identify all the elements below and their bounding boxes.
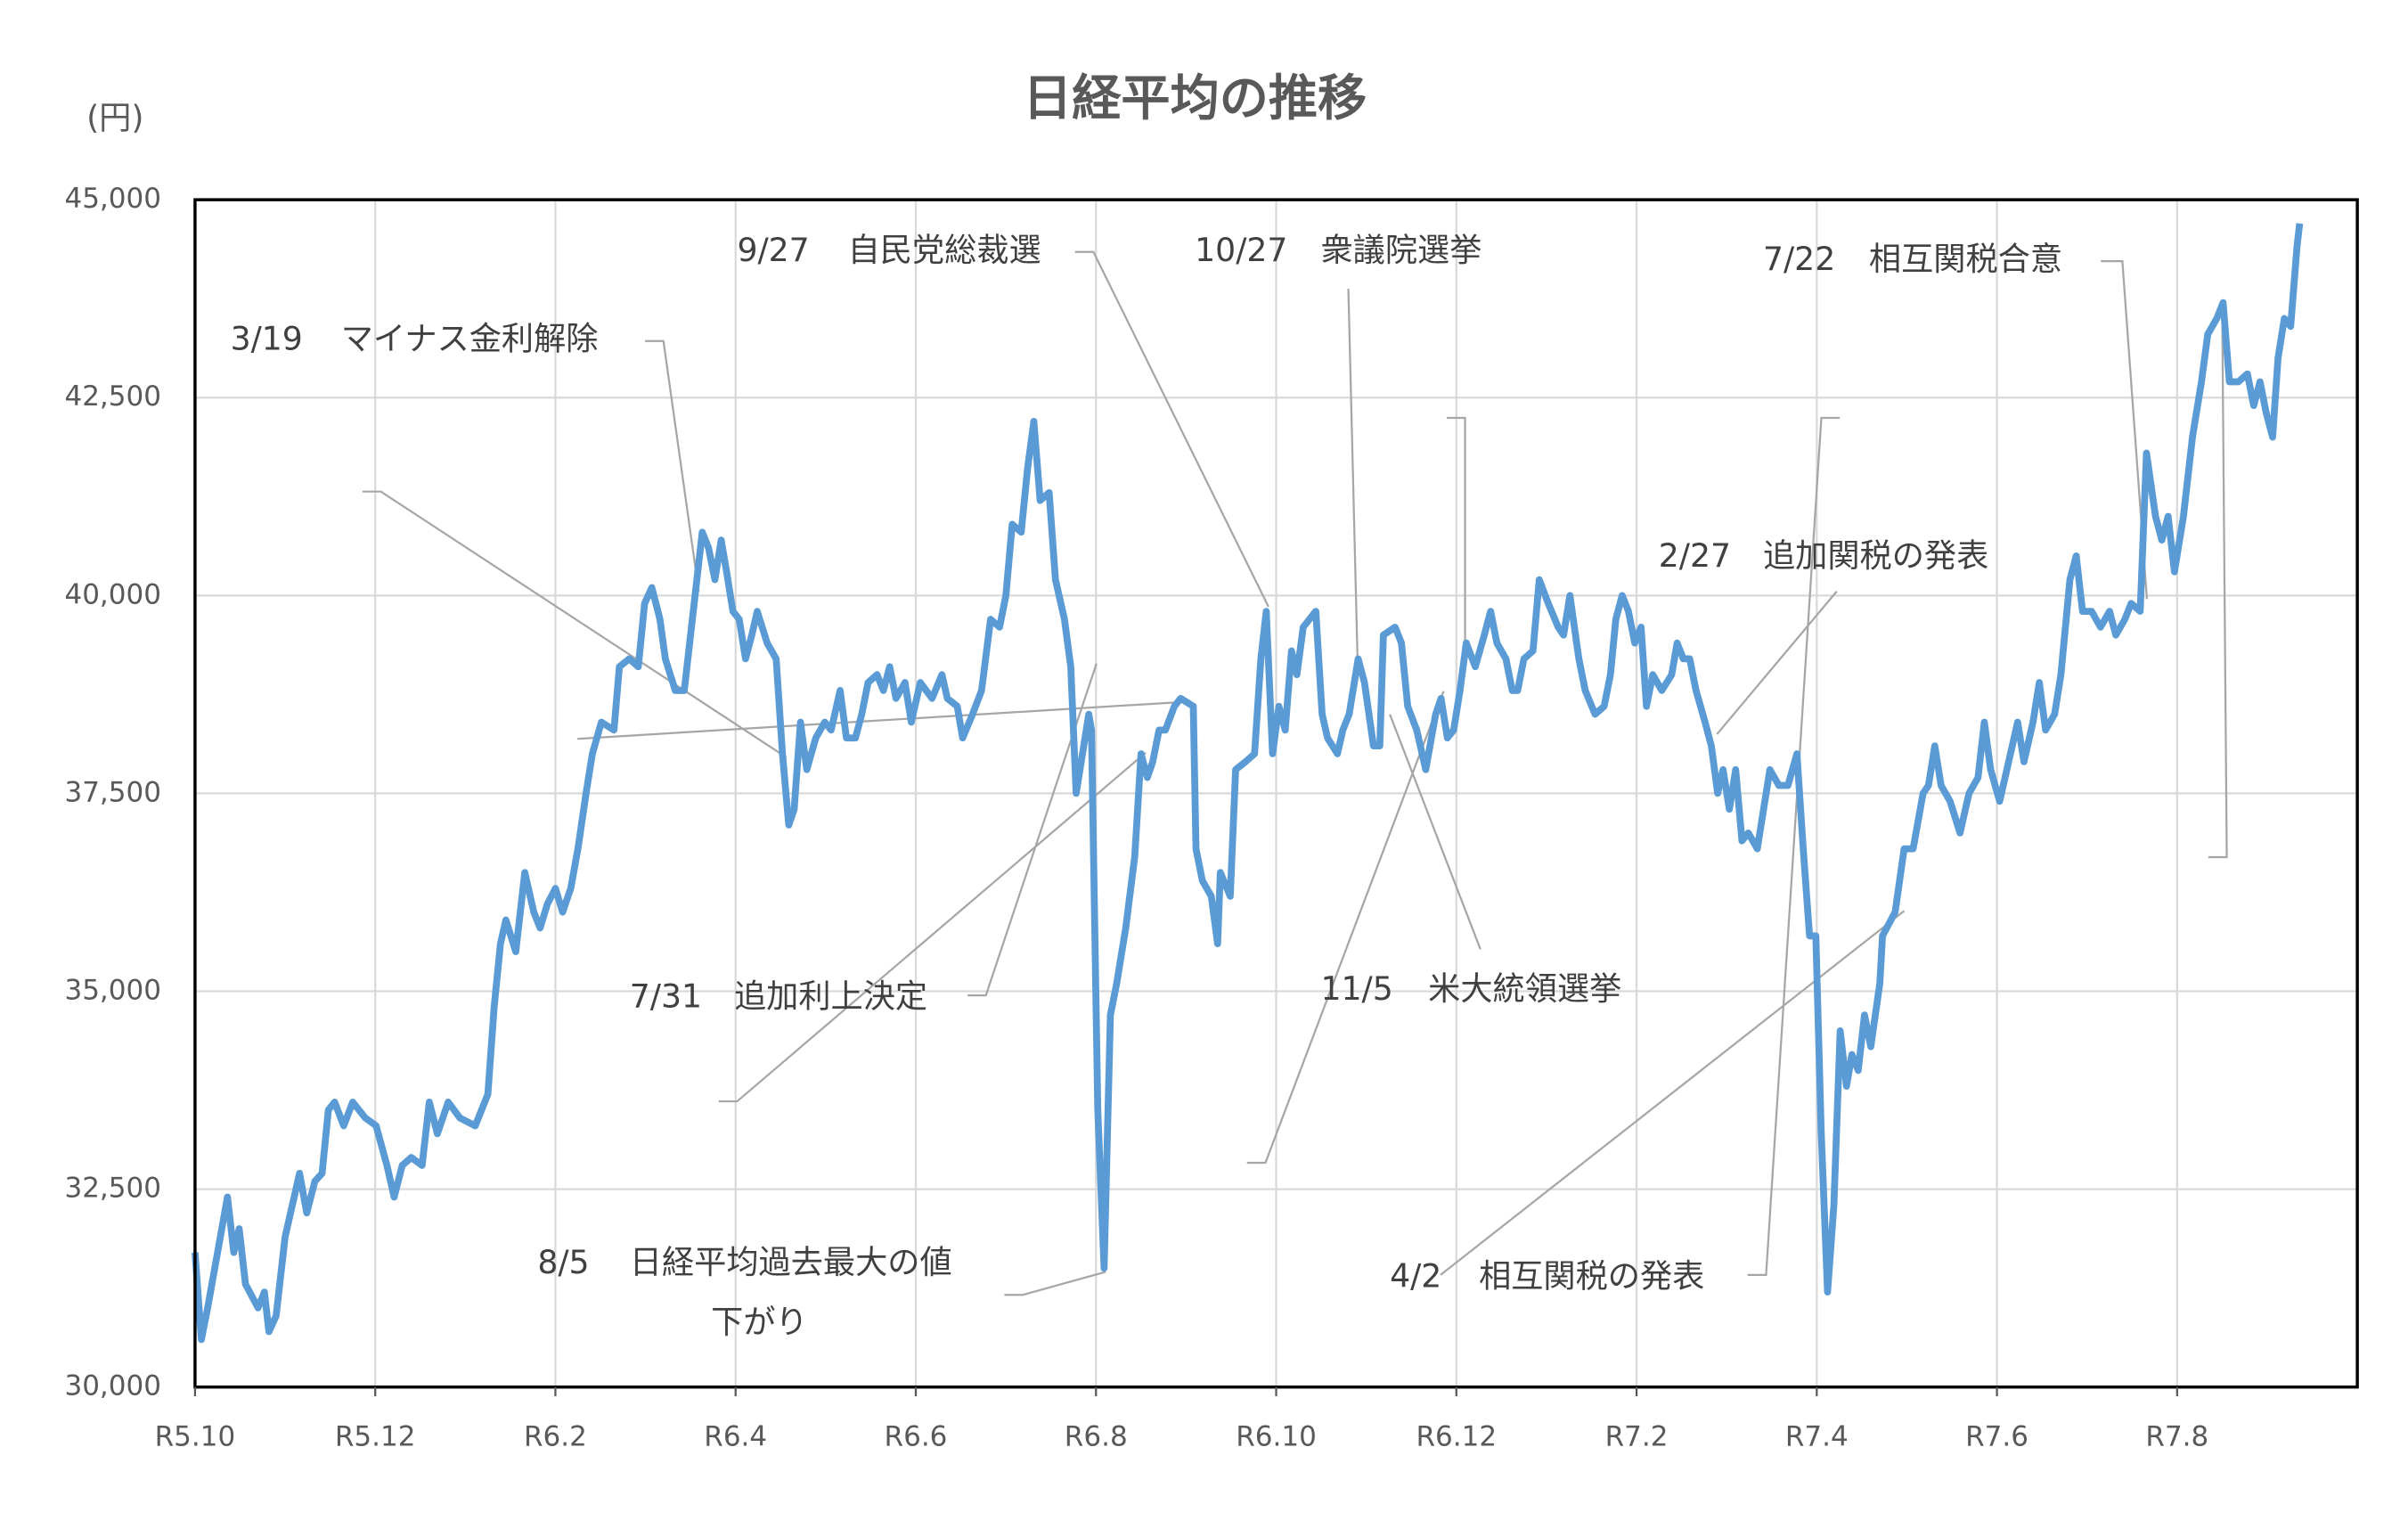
leader-line xyxy=(1747,416,1841,1276)
x-tick-label: R7.4 xyxy=(1785,1421,1849,1453)
leader-line xyxy=(967,663,1098,997)
leader-line xyxy=(2101,259,2149,600)
y-tick-label: 35,000 xyxy=(64,975,161,1007)
annotations: 3/19 マイナス金利解除 9/27 自民党総裁選 10/27 衆議院選挙 7/22 相互関税… xyxy=(231,231,2062,1341)
leader-line xyxy=(362,490,788,758)
annotation-text: 米大統領選挙 xyxy=(1428,969,1621,1008)
plot xyxy=(192,223,2304,1344)
annotation-text: 衆議院選挙 xyxy=(1321,231,1482,269)
leader-line xyxy=(718,751,1147,1103)
x-tick-label: R7.2 xyxy=(1605,1421,1669,1453)
annotation-date: 2/27 xyxy=(1659,536,1731,575)
leader-line xyxy=(1446,416,1466,646)
annotation-text: マイナス金利解除 xyxy=(341,320,599,358)
leader-line xyxy=(1246,691,1445,1165)
annotation-text: 追加利上決定 xyxy=(734,977,927,1016)
leader-lines xyxy=(362,250,2228,1296)
y-tick-label: 45,000 xyxy=(64,183,161,215)
annotation-text: 相互関税の発表 xyxy=(1479,1256,1704,1295)
chart-title: 日経平均の推移 xyxy=(1023,70,1367,127)
y-axis-label: (円) xyxy=(86,99,143,137)
leader-line xyxy=(2208,307,2228,859)
annotation-date: 10/27 xyxy=(1195,231,1287,269)
leader-line xyxy=(1440,910,1906,1276)
x-tick-label: R7.6 xyxy=(1965,1421,2028,1453)
annotation-date: 3/19 xyxy=(231,320,303,358)
annotation-text: 下がり xyxy=(711,1303,808,1341)
annotation-date: 11/5 xyxy=(1321,969,1393,1008)
x-tick-label: R6.6 xyxy=(885,1421,948,1453)
leader-line xyxy=(1004,1271,1106,1296)
x-tick-label: R6.10 xyxy=(1236,1421,1317,1453)
leader-line xyxy=(1716,591,1838,735)
leader-line xyxy=(1074,250,1269,608)
x-tick-label: R6.12 xyxy=(1416,1421,1497,1453)
annotation-date: 7/31 xyxy=(630,977,702,1016)
x-tick-label: R6.2 xyxy=(524,1421,587,1453)
x-tick-label: R6.8 xyxy=(1065,1421,1128,1453)
annotation-text: 相互関税合意 xyxy=(1869,240,2062,278)
y-tick-label: 40,000 xyxy=(64,578,161,610)
annotation-text: 日経平均過去最大の値 xyxy=(630,1243,952,1281)
x-tick-label: R5.10 xyxy=(155,1421,236,1453)
x-tick-label: R7.8 xyxy=(2145,1421,2208,1453)
annotation-text: 追加関税の発表 xyxy=(1763,536,1988,575)
leader-line xyxy=(1389,714,1482,950)
y-tick-label: 37,500 xyxy=(64,776,161,808)
x-tick-label: R6.4 xyxy=(704,1421,767,1453)
annotation-text: 自民党総裁選 xyxy=(848,231,1041,269)
x-tick-label: R5.12 xyxy=(335,1421,416,1453)
line-series xyxy=(192,223,2304,1344)
annotation-date: 7/22 xyxy=(1763,240,1835,278)
y-tick-label: 30,000 xyxy=(64,1370,161,1402)
y-tick-label: 42,500 xyxy=(64,380,161,413)
annotation-date: 4/2 xyxy=(1390,1256,1441,1295)
y-tick-label: 32,500 xyxy=(64,1173,161,1205)
annotation-date: 9/27 xyxy=(737,231,809,269)
annotation-date: 8/5 xyxy=(537,1243,589,1281)
leader-line xyxy=(645,339,700,592)
leader-line xyxy=(1347,289,1359,661)
